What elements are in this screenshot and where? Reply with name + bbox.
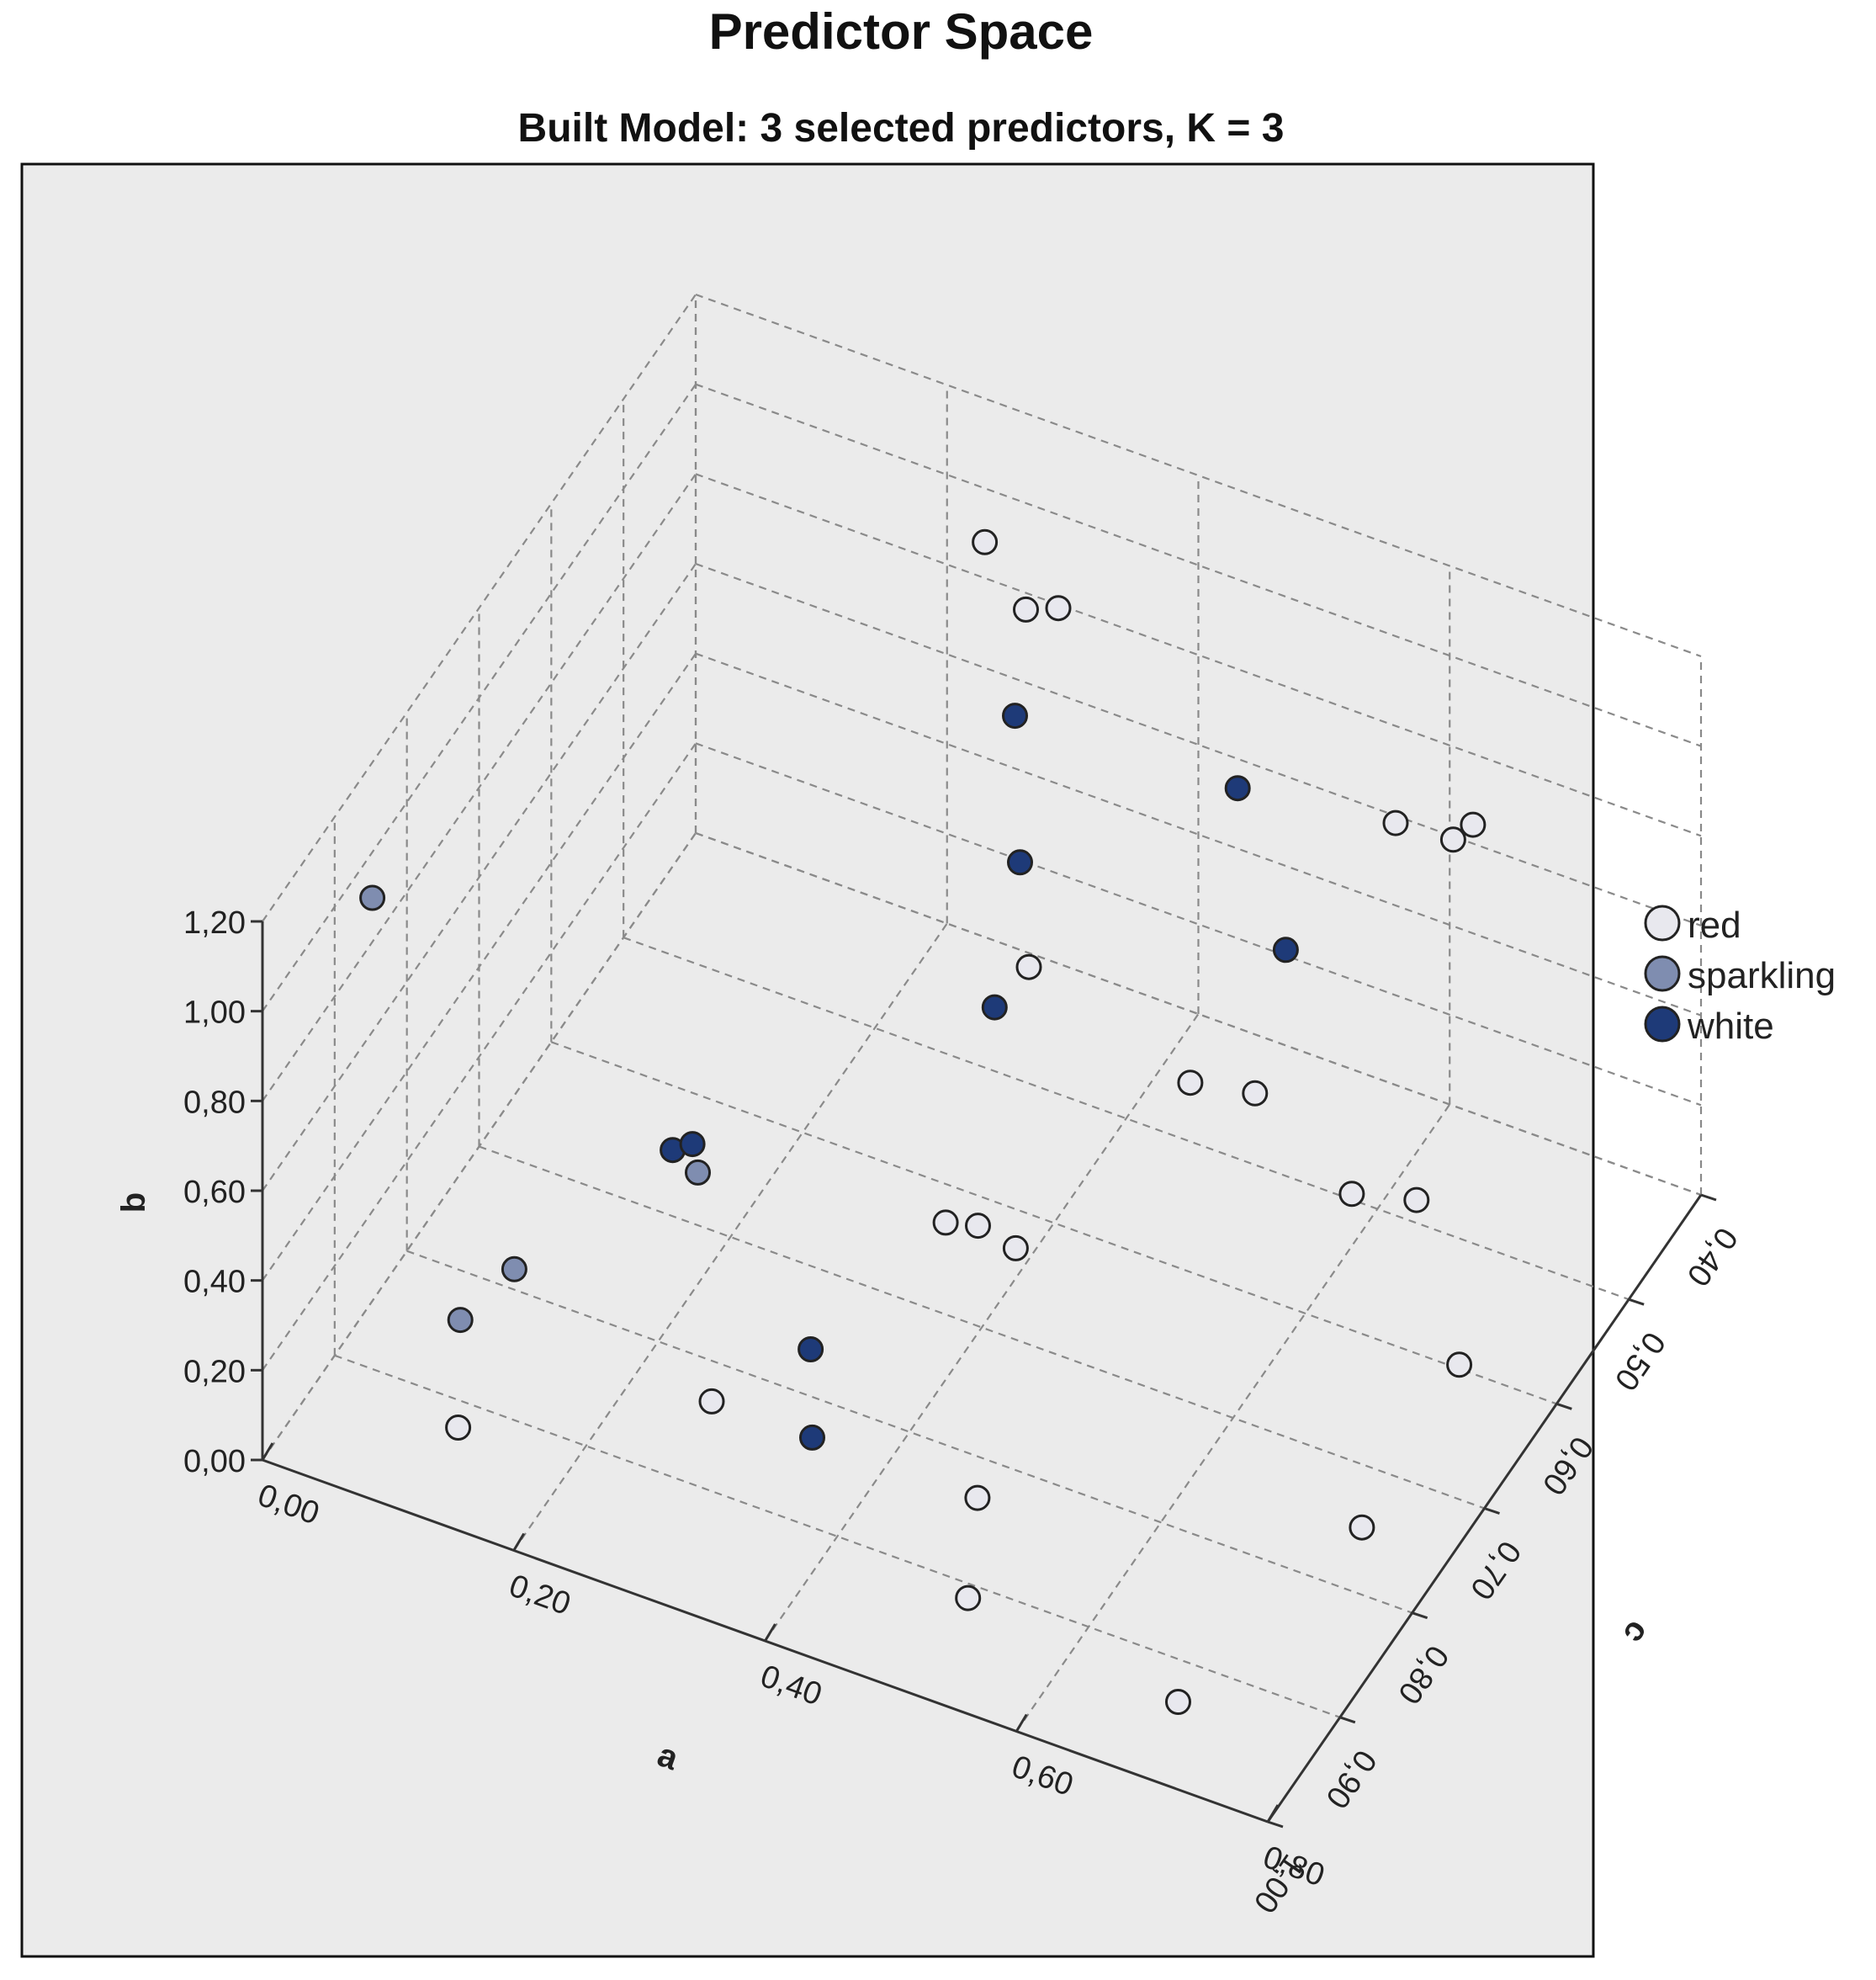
data-points <box>359 528 1486 1715</box>
axes <box>251 920 1717 1829</box>
point-red <box>932 1209 959 1236</box>
a-tick-mark <box>1015 1713 1028 1733</box>
chart-title: Predictor Space <box>709 3 1094 60</box>
point-white <box>1007 849 1033 876</box>
b-tick-label: 1,00 <box>183 995 246 1031</box>
point-red <box>1446 1351 1473 1378</box>
back-wall-gridline-b <box>695 293 1702 658</box>
c-axis-title: c <box>1616 1614 1657 1650</box>
point-white <box>679 1131 706 1158</box>
a-tick-mark <box>1266 1804 1280 1823</box>
back-wall-gridline-b <box>695 383 1702 747</box>
point-white <box>1272 937 1299 963</box>
b-tick-label: 0,00 <box>183 1444 246 1479</box>
point-red <box>1382 810 1409 836</box>
point-white <box>798 1336 824 1362</box>
point-red <box>1002 1234 1029 1261</box>
point-sparkling <box>447 1307 474 1334</box>
c-tick-mark <box>1339 1716 1356 1724</box>
c-tick-label: 0,40 <box>1680 1221 1745 1293</box>
c-tick-mark <box>1412 1611 1428 1620</box>
b-axis-title: b <box>115 1192 152 1213</box>
c-tick-mark <box>1267 1820 1284 1829</box>
a-tick-mark <box>764 1623 776 1642</box>
a-tick-mark <box>261 1442 274 1461</box>
point-red <box>965 1213 991 1239</box>
a-tick-mark <box>512 1532 526 1552</box>
point-red <box>1349 1514 1375 1541</box>
point-red <box>1460 811 1486 838</box>
b-tick-label: 0,20 <box>183 1354 246 1389</box>
legend-item-red: red <box>1644 905 1741 946</box>
floor-gridline-c <box>550 1041 1557 1405</box>
point-sparkling <box>359 884 386 911</box>
point-red <box>964 1484 991 1511</box>
point-red <box>1013 596 1039 623</box>
back-wall-gridline-b <box>695 831 1702 1197</box>
point-red <box>1338 1181 1365 1208</box>
floor-gridline-a <box>512 922 948 1552</box>
legend-marker-white <box>1644 1006 1681 1043</box>
c-tick-label: 0,50 <box>1608 1325 1672 1397</box>
plot-panel <box>20 162 1595 1958</box>
legend-item-sparkling: sparkling <box>1644 955 1836 996</box>
b-tick-label: 1,20 <box>183 905 246 941</box>
legend: red sparkling white <box>1644 905 1836 1047</box>
point-red <box>1177 1070 1204 1096</box>
point-red <box>445 1415 472 1441</box>
chart-subtitle: Built Model: 3 selected predictors, K = … <box>518 106 1285 151</box>
floor-gridline-c <box>406 1250 1413 1614</box>
left-wall-gridline-b <box>262 742 697 1371</box>
back-wall-gridline-b <box>695 652 1702 1017</box>
point-white <box>1002 703 1028 730</box>
point-red <box>955 1585 982 1611</box>
back-wall-gridline-b <box>695 562 1702 927</box>
point-red <box>1242 1080 1269 1107</box>
legend-label-red: red <box>1688 905 1741 946</box>
legend-item-white: white <box>1644 1006 1774 1047</box>
point-red <box>1439 826 1466 853</box>
left-wall-gridline-b <box>262 473 697 1101</box>
legend-label-sparkling: sparkling <box>1688 955 1836 996</box>
back-wall-gridline-b <box>695 473 1702 837</box>
floor-gridline-c <box>623 937 1630 1301</box>
c-tick-mark <box>1555 1402 1572 1410</box>
legend-marker-sparkling <box>1644 955 1681 992</box>
b-tick-label: 0,80 <box>183 1085 246 1120</box>
point-red <box>1403 1186 1430 1213</box>
c-tick-mark <box>1700 1193 1717 1202</box>
floor-gridline-c <box>479 1145 1485 1510</box>
b-tick-label: 0,40 <box>183 1265 246 1300</box>
c-tick-mark <box>1484 1507 1500 1515</box>
b-tick-label: 0,60 <box>183 1175 246 1210</box>
point-red <box>1015 953 1042 980</box>
point-red <box>1165 1689 1191 1715</box>
point-white <box>799 1424 825 1451</box>
point-sparkling <box>501 1255 527 1282</box>
point-white <box>1224 775 1251 802</box>
point-white <box>981 994 1008 1021</box>
point-red <box>698 1388 725 1415</box>
legend-marker-red <box>1644 905 1681 942</box>
point-red <box>1045 595 1072 622</box>
floor-gridline-a <box>764 1013 1200 1642</box>
back-wall-gridline-b <box>695 742 1702 1107</box>
legend-label-white: white <box>1687 1006 1774 1047</box>
point-red <box>972 528 999 555</box>
floor-gridline-c <box>334 1354 1341 1718</box>
point-sparkling <box>685 1159 711 1186</box>
c-tick-mark <box>1628 1298 1645 1306</box>
